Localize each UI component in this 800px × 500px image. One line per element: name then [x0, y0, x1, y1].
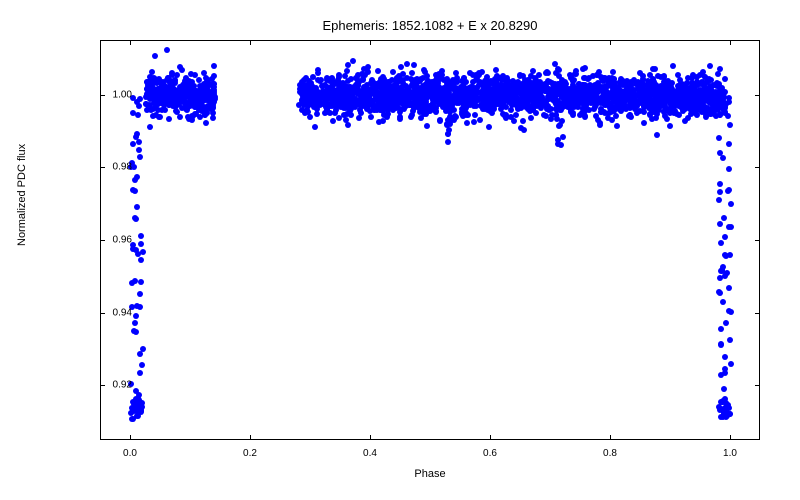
x-tick-label: 0.6 [483, 448, 497, 459]
x-tick-label: 1.0 [723, 448, 737, 459]
y-tick-label: 1.00 [113, 89, 132, 100]
x-tick-label: 0.8 [603, 448, 617, 459]
x-tick-label: 0.2 [243, 448, 257, 459]
x-tick-label: 0.4 [363, 448, 377, 459]
y-tick-label: 0.94 [113, 307, 132, 318]
x-tick-label: 0.0 [123, 448, 137, 459]
plot-area [100, 40, 760, 440]
x-axis-label: Phase [100, 468, 760, 480]
y-tick-label: 0.96 [113, 235, 132, 246]
y-tick-label: 0.98 [113, 162, 132, 173]
chart-title: Ephemeris: 1852.1082 + E x 20.8290 [100, 18, 760, 33]
y-axis-label: Normalized PDC flux [16, 144, 28, 246]
chart-container [100, 40, 760, 440]
y-tick-label: 0.92 [113, 380, 132, 391]
